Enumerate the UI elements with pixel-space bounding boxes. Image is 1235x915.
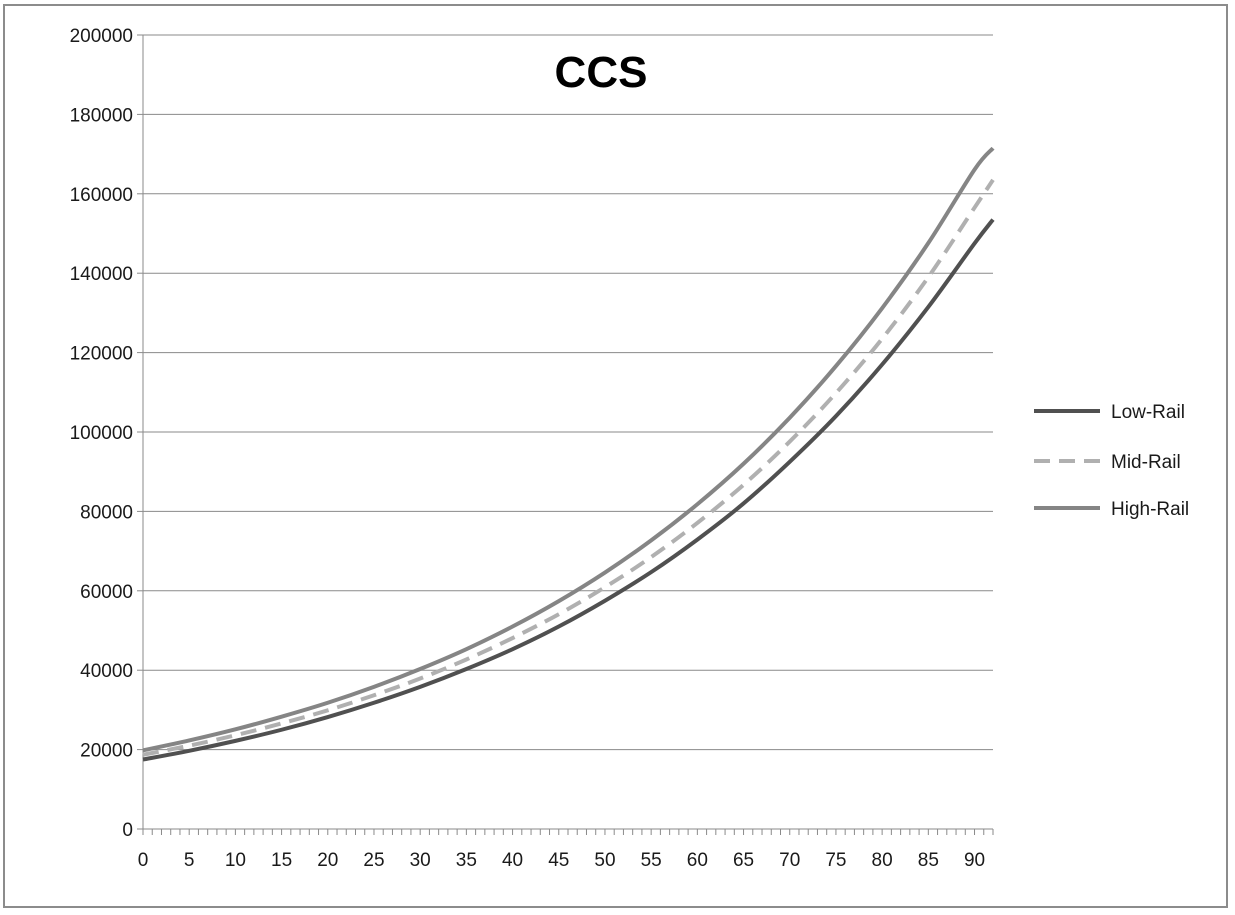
line-chart: 0 20000 40000 60000 80000 100000 120000 140000 1… <box>70 26 1190 871</box>
chart-title: CCS <box>555 48 648 97</box>
y-tick-label: 80000 <box>80 502 133 523</box>
legend: Low-Rail Mid-Rail High-Rail <box>1034 402 1189 520</box>
x-tick-label: 45 <box>548 850 569 871</box>
y-tick-label: 120000 <box>70 344 133 365</box>
y-tick-label: 40000 <box>80 661 133 682</box>
x-tick-label: 40 <box>502 850 523 871</box>
y-tick-label: 140000 <box>70 264 133 285</box>
y-tick-label: 180000 <box>70 105 133 126</box>
x-tick-label: 20 <box>317 850 338 871</box>
legend-label-low-rail: Low-Rail <box>1111 402 1185 423</box>
series-line-high-rail <box>142 146 995 753</box>
series-line-mid-rail <box>142 178 995 757</box>
series-line-low-rail <box>142 218 995 762</box>
axes: 0 20000 40000 60000 80000 100000 120000 140000 1… <box>70 26 994 871</box>
x-tick-label: 35 <box>456 850 477 871</box>
x-tick-label: 55 <box>641 850 662 871</box>
x-tick-label: 5 <box>184 850 195 871</box>
gridlines <box>143 34 993 751</box>
y-tick-label: 200000 <box>70 26 133 47</box>
legend-label-mid-rail: Mid-Rail <box>1111 452 1181 473</box>
x-tick-label: 85 <box>918 850 939 871</box>
x-tick-label: 0 <box>138 850 149 871</box>
x-tick-label: 80 <box>872 850 893 871</box>
series-lines <box>142 146 995 762</box>
x-tick-label: 90 <box>964 850 985 871</box>
y-tick-label: 20000 <box>80 741 133 762</box>
legend-label-high-rail: High-Rail <box>1111 499 1189 520</box>
x-tick-label: 65 <box>733 850 754 871</box>
x-tick-label: 30 <box>410 850 431 871</box>
y-tick-label: 160000 <box>70 185 133 206</box>
y-tick-label: 60000 <box>80 582 133 603</box>
y-tick-label: 0 <box>122 820 133 841</box>
x-tick-label: 25 <box>363 850 384 871</box>
x-tick-label: 50 <box>594 850 615 871</box>
x-tick-label: 75 <box>825 850 846 871</box>
x-tick-label: 15 <box>271 850 292 871</box>
x-tick-label: 70 <box>779 850 800 871</box>
x-tick-label: 60 <box>687 850 708 871</box>
chart-frame: 0 20000 40000 60000 80000 100000 120000 140000 1… <box>3 4 1228 908</box>
y-tick-label: 100000 <box>70 423 133 444</box>
x-tick-label: 10 <box>225 850 246 871</box>
